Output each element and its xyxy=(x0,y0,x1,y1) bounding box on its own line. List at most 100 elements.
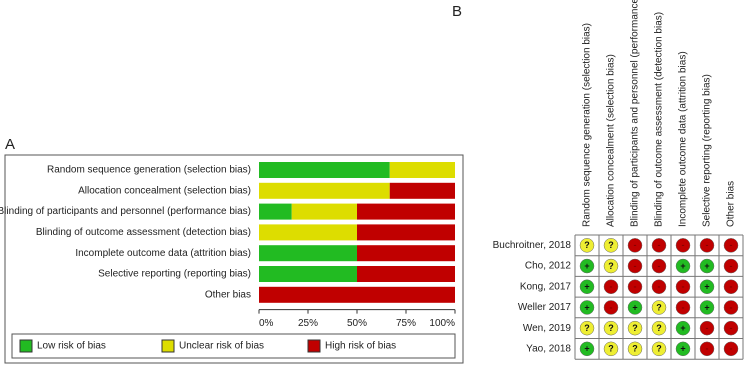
column-header: Incomplete outcome data (attrition bias) xyxy=(678,51,689,227)
judgement-symbol: ? xyxy=(584,240,590,250)
column-header: Other bias xyxy=(726,181,737,227)
judgement-symbol: - xyxy=(610,282,613,292)
judgement-dot xyxy=(651,320,667,336)
judgement-dot xyxy=(603,238,619,253)
bar-segment xyxy=(259,266,357,282)
judgement-dot xyxy=(603,279,619,294)
column-header: Selective reporting (reporting bias) xyxy=(702,74,713,227)
category-label: Random sequence generation (selection bi… xyxy=(47,165,251,176)
judgement-symbol: + xyxy=(680,261,685,271)
bar-segment xyxy=(259,245,357,262)
judgement-dot xyxy=(699,238,715,253)
judgement-dot xyxy=(723,279,739,294)
category-label: Allocation concealment (selection bias) xyxy=(78,185,251,196)
judgement-dot xyxy=(723,320,739,336)
panel-label: B xyxy=(452,3,462,20)
judgement-symbol: + xyxy=(680,323,685,333)
category-label: Blinding of participants and personnel (… xyxy=(0,206,251,217)
bar-segment xyxy=(389,182,455,199)
legend-label: Low risk of bias xyxy=(37,341,106,352)
judgement-dot xyxy=(723,238,739,253)
judgement-symbol: ? xyxy=(632,323,638,333)
judgement-dot xyxy=(603,341,619,357)
judgement-symbol: - xyxy=(634,261,637,271)
study-label: Wen, 2019 xyxy=(523,323,572,334)
judgement-symbol: ? xyxy=(656,302,662,312)
judgement-symbol: + xyxy=(704,302,709,312)
judgement-symbol: ? xyxy=(656,323,662,333)
judgement-dot xyxy=(579,300,595,315)
x-tick-label: 100% xyxy=(429,318,455,329)
bar-segment xyxy=(357,224,455,241)
column-header: Random sequence generation (selection bi… xyxy=(582,23,593,227)
category-label: Blinding of outcome assessment (detectio… xyxy=(36,227,251,238)
judgement-symbol: ? xyxy=(608,261,614,271)
column-header: Allocation concealment (selection bias) xyxy=(606,54,617,227)
judgement-symbol: + xyxy=(584,282,589,292)
legend-swatch xyxy=(161,339,175,353)
judgement-dot xyxy=(723,300,739,315)
category-label: Incomplete outcome data (attrition bias) xyxy=(75,248,251,259)
study-label: Buchroitner, 2018 xyxy=(493,240,572,251)
judgement-symbol: ? xyxy=(656,344,662,354)
bar-segment xyxy=(389,162,455,178)
judgement-symbol: - xyxy=(730,344,733,354)
judgement-symbol: ? xyxy=(632,344,638,354)
judgement-dot xyxy=(675,320,691,336)
judgement-dot xyxy=(627,279,643,294)
judgement-dot xyxy=(651,300,667,315)
column-header: Blinding of outcome assessment (detectio… xyxy=(654,12,665,227)
x-tick-label: 75% xyxy=(396,318,416,329)
judgement-symbol: - xyxy=(730,302,733,312)
judgement-dot xyxy=(723,341,739,357)
legend-frame xyxy=(11,333,456,359)
judgement-symbol: - xyxy=(658,261,661,271)
category-label: Selective reporting (reporting bias) xyxy=(98,269,251,280)
judgement-symbol: - xyxy=(706,344,709,354)
judgement-symbol: ? xyxy=(608,323,614,333)
judgement-symbol: + xyxy=(584,261,589,271)
judgement-dot xyxy=(651,258,667,274)
judgement-dot xyxy=(675,341,691,357)
panel-label: A xyxy=(5,136,15,153)
judgement-dot xyxy=(603,258,619,274)
legend-swatch xyxy=(307,339,321,353)
judgement-dot xyxy=(579,341,595,357)
judgement-symbol: + xyxy=(632,302,637,312)
judgement-dot xyxy=(627,320,643,336)
judgement-symbol: - xyxy=(730,240,733,250)
judgement-symbol: - xyxy=(634,240,637,250)
bar-segment xyxy=(259,224,357,241)
x-tick-label: 0% xyxy=(259,318,274,329)
study-label: Weller 2017 xyxy=(518,302,572,313)
judgement-symbol: ? xyxy=(584,323,590,333)
x-tick-label: 50% xyxy=(347,318,367,329)
judgement-dot xyxy=(675,300,691,315)
panel-frame xyxy=(4,154,464,364)
judgement-dot xyxy=(723,258,739,274)
bar-segment xyxy=(259,182,390,199)
judgement-symbol: - xyxy=(658,240,661,250)
study-label: Cho, 2012 xyxy=(525,261,572,272)
judgement-dot xyxy=(699,320,715,336)
judgement-symbol: + xyxy=(680,344,685,354)
judgement-dot xyxy=(675,238,691,253)
legend-label: High risk of bias xyxy=(325,341,396,352)
study-label: Kong, 2017 xyxy=(520,281,572,292)
judgement-symbol: + xyxy=(704,261,709,271)
judgement-symbol: - xyxy=(730,323,733,333)
judgement-dot xyxy=(675,279,691,294)
judgement-symbol: - xyxy=(682,282,685,292)
judgement-dot xyxy=(579,279,595,294)
judgement-dot xyxy=(627,238,643,253)
judgement-dot xyxy=(699,258,715,274)
judgement-symbol: - xyxy=(634,282,637,292)
judgement-dot xyxy=(603,320,619,336)
judgement-dot xyxy=(627,300,643,315)
judgement-dot xyxy=(675,258,691,274)
judgement-symbol: - xyxy=(610,302,613,312)
judgement-dot xyxy=(627,341,643,357)
bar-segment xyxy=(259,203,292,220)
judgement-symbol: + xyxy=(584,302,589,312)
